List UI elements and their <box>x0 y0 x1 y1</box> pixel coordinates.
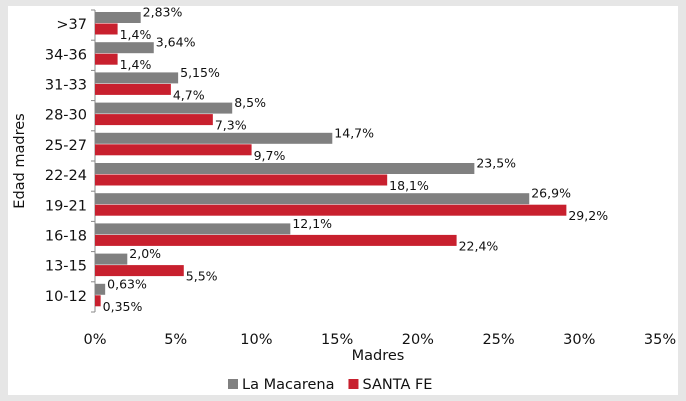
bar <box>95 12 141 23</box>
data-label: 29,2% <box>568 208 608 223</box>
data-label: 22,4% <box>459 238 499 253</box>
x-tick-label: 30% <box>563 332 595 348</box>
bar <box>95 204 567 216</box>
legend-label: La Macarena <box>242 377 334 393</box>
data-label: 8,5% <box>234 95 266 110</box>
x-tick-label: 20% <box>402 332 434 348</box>
x-tick-label: 10% <box>240 332 272 348</box>
data-label: 0,35% <box>103 299 143 314</box>
y-tick-label: >37 <box>56 17 87 33</box>
data-label: 5,15% <box>180 65 220 80</box>
y-axis-label: Edad madres <box>12 113 28 208</box>
x-tick-label: 25% <box>482 332 514 348</box>
bar <box>95 132 333 144</box>
bar <box>95 283 106 295</box>
y-tick-label: 16-18 <box>45 229 87 245</box>
data-label: 4,7% <box>173 87 205 102</box>
bar <box>95 42 154 54</box>
bar <box>95 193 530 205</box>
data-label: 2,83% <box>143 5 183 20</box>
bar <box>95 265 184 277</box>
y-tick-label: 28-30 <box>45 108 87 124</box>
data-label: 18,1% <box>389 178 429 193</box>
bar <box>95 144 252 156</box>
data-label: 0,63% <box>107 276 147 291</box>
y-tick-label: 31-33 <box>45 78 87 94</box>
data-label: 26,9% <box>531 186 571 201</box>
bar <box>95 72 179 84</box>
y-tick-label: 19-21 <box>45 198 87 214</box>
bar <box>95 163 475 174</box>
x-tick-label: 15% <box>321 332 353 348</box>
y-tick-label: 13-15 <box>45 259 87 275</box>
bar <box>95 234 457 246</box>
data-label: 1,4% <box>120 27 152 42</box>
legend-label: SANTA FE <box>362 377 432 393</box>
data-label: 3,64% <box>156 35 196 50</box>
data-label: 7,3% <box>215 118 247 133</box>
bar <box>95 83 171 95</box>
data-label: 9,7% <box>254 148 286 163</box>
data-label: 5,5% <box>186 269 218 284</box>
y-tick-label: 10-12 <box>45 289 87 305</box>
bar <box>95 295 101 307</box>
data-label: 2,0% <box>129 246 161 261</box>
x-axis-label: Madres <box>352 348 405 364</box>
bar <box>95 253 128 265</box>
bar <box>95 223 291 235</box>
legend-swatch <box>228 379 238 389</box>
bar <box>95 102 233 114</box>
bar <box>95 174 388 186</box>
data-label: 23,5% <box>476 156 516 171</box>
bar <box>95 23 118 35</box>
bar <box>95 114 213 126</box>
data-label: 1,4% <box>120 57 152 72</box>
bar <box>95 53 118 65</box>
data-label: 12,1% <box>292 216 332 231</box>
y-tick-label: 25-27 <box>45 138 87 154</box>
legend-swatch <box>348 379 359 389</box>
x-tick-label: 5% <box>164 332 187 348</box>
y-tick-label: 22-24 <box>45 168 87 184</box>
data-label: 14,7% <box>334 125 374 140</box>
y-tick-label: 34-36 <box>45 47 87 63</box>
x-tick-label: 0% <box>83 332 106 348</box>
x-tick-label: 35% <box>644 332 676 348</box>
